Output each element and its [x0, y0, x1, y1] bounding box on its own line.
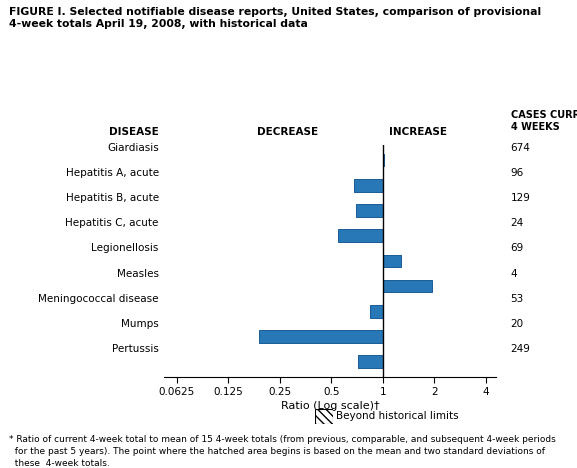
Text: 4: 4: [511, 269, 517, 278]
Bar: [338, 229, 383, 242]
Text: Hepatitis B, acute: Hepatitis B, acute: [66, 193, 159, 203]
Text: Hepatitis A, acute: Hepatitis A, acute: [66, 168, 159, 178]
Text: 129: 129: [511, 193, 530, 203]
X-axis label: Ratio (Log scale)†: Ratio (Log scale)†: [281, 402, 380, 411]
Text: 96: 96: [511, 168, 524, 178]
Text: Pertussis: Pertussis: [112, 344, 159, 354]
Bar: [383, 255, 401, 267]
Bar: [370, 305, 383, 318]
Text: Meningococcal disease: Meningococcal disease: [38, 294, 159, 304]
Text: Giardiasis: Giardiasis: [107, 143, 159, 153]
Text: 53: 53: [511, 294, 524, 304]
Bar: [356, 204, 383, 217]
Text: DECREASE: DECREASE: [257, 127, 319, 137]
Text: 249: 249: [511, 344, 530, 354]
Bar: [354, 179, 383, 192]
Text: Hepatitis C, acute: Hepatitis C, acute: [65, 218, 159, 228]
Text: 674: 674: [511, 143, 530, 153]
Bar: [259, 330, 383, 343]
Text: Measles: Measles: [117, 269, 159, 278]
Text: 24: 24: [511, 218, 524, 228]
Text: 20: 20: [511, 319, 524, 329]
Text: CASES CURRENT
4 WEEKS: CASES CURRENT 4 WEEKS: [511, 110, 577, 132]
Bar: [383, 280, 432, 292]
Text: DISEASE: DISEASE: [109, 127, 159, 137]
Text: FIGURE I. Selected notifiable disease reports, United States, comparison of prov: FIGURE I. Selected notifiable disease re…: [9, 7, 541, 29]
Bar: [358, 355, 383, 368]
Text: INCREASE: INCREASE: [389, 127, 447, 137]
Text: Legionellosis: Legionellosis: [91, 243, 159, 253]
Text: Mumps: Mumps: [121, 319, 159, 329]
Text: 69: 69: [511, 243, 524, 253]
Bar: [383, 154, 384, 167]
Text: * Ratio of current 4-week total to mean of 15 4-week totals (from previous, comp: * Ratio of current 4-week total to mean …: [9, 435, 556, 468]
Text: Beyond historical limits: Beyond historical limits: [336, 411, 459, 421]
